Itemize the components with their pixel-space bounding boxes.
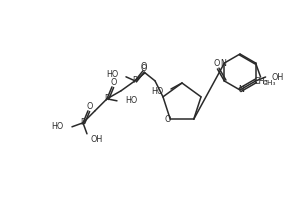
Text: HO: HO: [152, 88, 164, 97]
Text: CH₃: CH₃: [263, 80, 276, 86]
Text: HO: HO: [125, 96, 137, 105]
Text: O: O: [141, 64, 147, 73]
Text: OH: OH: [91, 135, 103, 144]
Text: O: O: [213, 60, 219, 68]
Text: N: N: [220, 60, 226, 68]
Text: O: O: [141, 62, 147, 71]
Text: HO: HO: [52, 122, 64, 131]
Text: OH: OH: [271, 72, 284, 82]
Text: P: P: [80, 118, 85, 127]
Text: O: O: [164, 115, 170, 124]
Text: CH₃: CH₃: [253, 77, 268, 87]
Text: P: P: [132, 76, 137, 85]
Text: O: O: [87, 102, 93, 111]
Text: O: O: [111, 78, 117, 87]
Text: N: N: [238, 85, 244, 94]
Text: P: P: [105, 94, 109, 103]
Text: HO: HO: [107, 70, 119, 79]
